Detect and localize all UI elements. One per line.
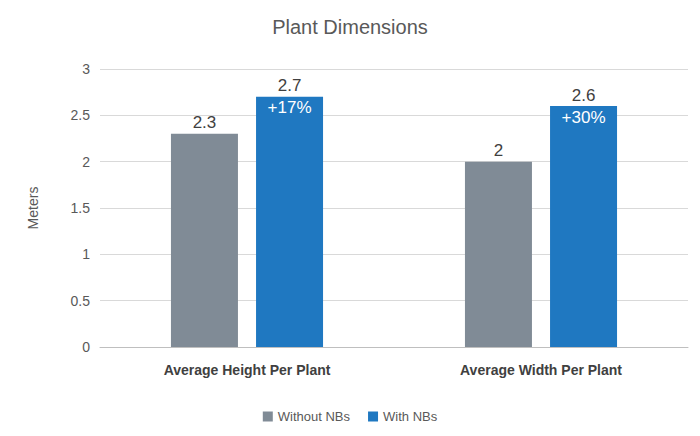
svg-text:+17%: +17% [268,98,312,117]
svg-text:2.6: 2.6 [572,86,596,105]
svg-text:1.5: 1.5 [71,200,91,216]
svg-text:2: 2 [494,141,503,160]
svg-text:Without NBs: Without NBs [278,409,351,424]
svg-text:+30%: +30% [562,108,606,127]
svg-text:2.3: 2.3 [193,113,217,132]
svg-text:Plant Dimensions: Plant Dimensions [272,16,428,38]
svg-text:Average Height Per Plant: Average Height Per Plant [164,362,331,378]
svg-text:With NBs: With NBs [383,409,438,424]
svg-text:0: 0 [82,339,90,355]
svg-text:3: 3 [82,61,90,77]
svg-text:2.7: 2.7 [278,76,302,95]
svg-text:2: 2 [82,154,90,170]
svg-text:Meters: Meters [25,187,41,230]
svg-text:1: 1 [82,246,90,262]
svg-text:2.5: 2.5 [71,107,91,123]
svg-text:0.5: 0.5 [71,293,91,309]
svg-text:Average Width Per Plant: Average Width Per Plant [460,362,622,378]
